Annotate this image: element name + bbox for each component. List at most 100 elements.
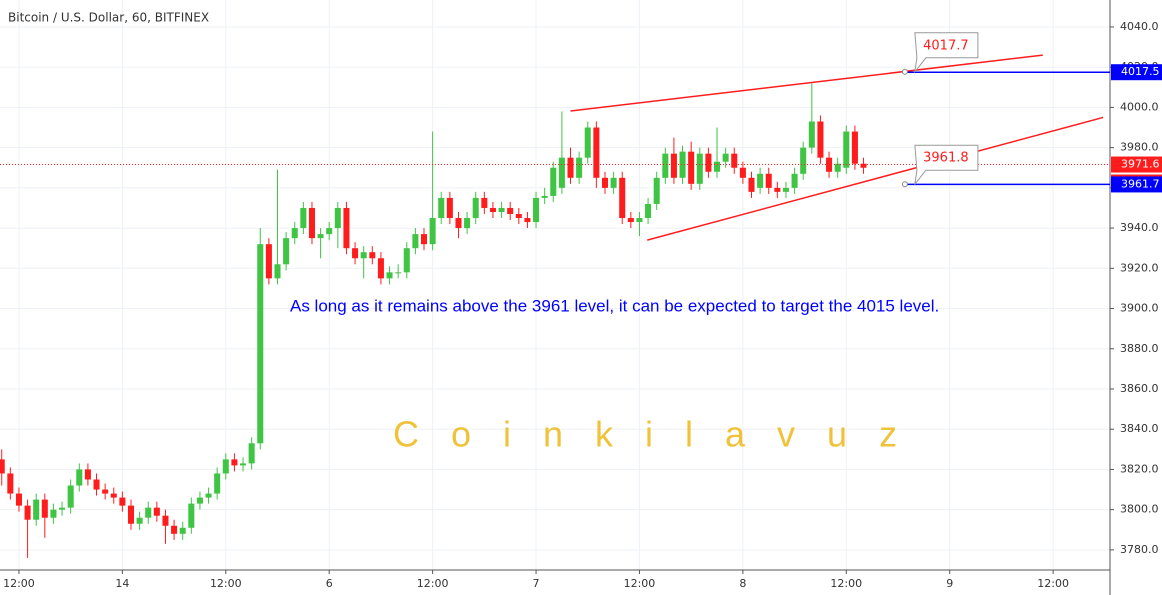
candle-body — [317, 234, 324, 239]
candle-body — [636, 218, 643, 223]
candle-body — [153, 507, 160, 516]
x-tick-label: 12:00 — [1037, 577, 1069, 590]
y-tick-label: 3780.0 — [1120, 543, 1159, 556]
candle-body — [205, 493, 212, 498]
candle-body — [817, 121, 824, 158]
candle-body — [420, 234, 428, 245]
candle-body — [334, 207, 341, 229]
candle-body — [171, 525, 178, 534]
annotation: As long as it remains above the 3961 lev… — [290, 296, 939, 315]
candle-body — [524, 218, 531, 223]
candle-body — [265, 244, 272, 279]
y-tick-label: 4040.0 — [1120, 20, 1159, 33]
candle-body — [541, 195, 548, 198]
candle-body — [507, 207, 514, 215]
x-tick-label: 7 — [533, 577, 540, 590]
candle-body — [136, 517, 143, 524]
candle-body — [24, 505, 31, 520]
candle-body — [515, 214, 522, 219]
candle-body — [110, 493, 117, 498]
x-tick-label: 12:00 — [624, 577, 656, 590]
candle-body — [119, 497, 126, 506]
candle-body — [567, 157, 574, 178]
candle-body — [15, 493, 22, 506]
x-tick-label: 6 — [326, 577, 333, 590]
y-tick-label: 3880.0 — [1120, 342, 1159, 355]
callout-box — [914, 32, 979, 74]
candle-body — [145, 507, 152, 518]
candle-body — [851, 131, 858, 164]
candle-body — [679, 151, 686, 178]
horizontal-line-label: 3961.7 — [1121, 177, 1160, 190]
candle-body — [808, 121, 815, 148]
y-tick-label: 3940.0 — [1120, 221, 1159, 234]
candle-body — [102, 489, 109, 494]
candle-body — [800, 147, 807, 174]
candle-body — [395, 272, 402, 274]
candle-body — [403, 248, 410, 273]
candle-body — [308, 207, 315, 239]
candle-body — [558, 157, 565, 188]
y-tick-label: 3920.0 — [1120, 261, 1159, 274]
candle-body — [360, 252, 367, 259]
candle-body — [127, 505, 135, 524]
candle-body — [179, 527, 186, 534]
candle-body — [438, 197, 445, 219]
candle-body — [188, 503, 195, 528]
callout-label: 3961.8 — [923, 151, 969, 166]
candle-body — [446, 197, 453, 219]
grid — [0, 0, 1110, 570]
candle-body — [429, 218, 436, 245]
candle-body — [343, 207, 350, 249]
candle-body — [196, 497, 203, 504]
candle-body — [472, 197, 479, 219]
candle-body — [765, 173, 772, 188]
candle-body — [248, 443, 255, 464]
candle-body — [593, 127, 600, 178]
candle-body — [412, 234, 419, 249]
candle-body — [843, 131, 850, 168]
candle-body — [162, 515, 169, 526]
candle-body — [0, 459, 5, 474]
horizontal-line-badge — [1111, 176, 1162, 193]
x-tick-label: 12:00 — [3, 577, 35, 590]
trend-line — [647, 116, 1104, 241]
candle-body — [50, 509, 57, 518]
candle-body — [731, 153, 738, 168]
candle-body — [739, 167, 746, 178]
candle-body — [782, 187, 789, 192]
candle-body — [240, 463, 247, 466]
candle-body — [67, 485, 74, 508]
candle-body — [369, 252, 376, 259]
candle-body — [619, 177, 626, 219]
candle-body — [455, 218, 462, 229]
candle-body — [93, 479, 100, 490]
candle-body — [826, 157, 833, 172]
x-tick-label: 12:00 — [417, 577, 449, 590]
x-tick-label: 12:00 — [830, 577, 862, 590]
callout-anchor — [901, 181, 908, 188]
candle-body — [300, 207, 307, 229]
candle-body — [722, 153, 729, 162]
candle-body — [748, 177, 755, 192]
callout-box — [914, 144, 979, 187]
marks — [0, 83, 867, 558]
y-tick-label: 3840.0 — [1120, 422, 1159, 435]
candle-body — [214, 473, 221, 494]
candle-body — [231, 459, 238, 466]
candle-body — [76, 469, 83, 486]
candle-body — [834, 163, 841, 172]
watermark: Coinkilavuz — [393, 414, 929, 455]
candle-body — [601, 177, 609, 188]
candle-body — [533, 197, 540, 223]
candle-body — [774, 187, 781, 192]
candle-body — [41, 499, 48, 518]
y-tick-label: 3900.0 — [1120, 302, 1159, 315]
candle-body — [222, 459, 229, 474]
candle-body — [498, 207, 505, 212]
y-tick-label: 3860.0 — [1120, 382, 1159, 395]
candle-body — [860, 163, 867, 168]
candle-body — [352, 248, 359, 259]
candle-body — [662, 153, 669, 178]
x-tick-label: 8 — [739, 577, 746, 590]
